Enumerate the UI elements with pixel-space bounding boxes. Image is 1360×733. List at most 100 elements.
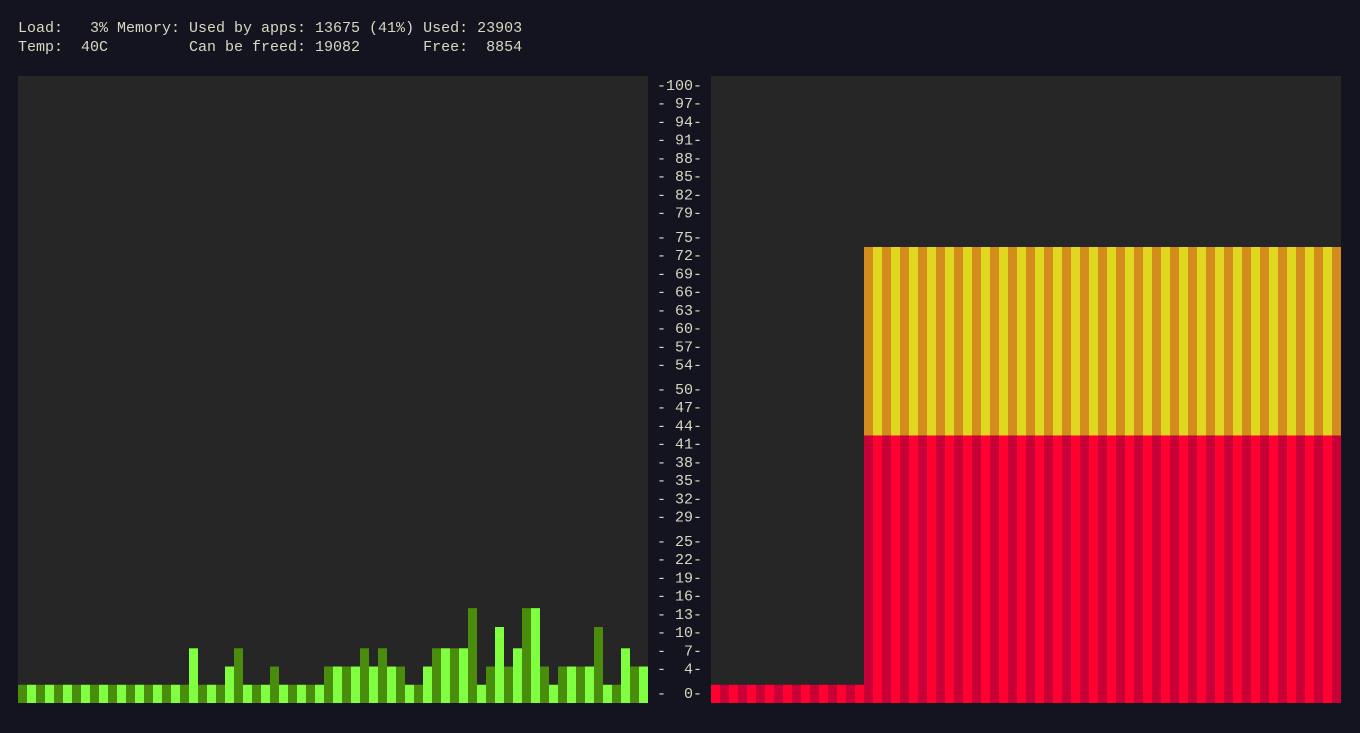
bar-segment: [909, 435, 918, 703]
bar-segment: [1224, 435, 1233, 703]
bar: [261, 684, 270, 703]
bar: [234, 648, 243, 703]
bar-segment: [1206, 247, 1215, 436]
bar: [162, 684, 171, 703]
bar-segment: [864, 247, 873, 436]
bar: [225, 666, 234, 703]
header-line: Load: 3% Memory: Used by apps: 13675 (41…: [18, 20, 522, 37]
bar: [477, 684, 486, 703]
bar-segment: [927, 247, 936, 436]
bar: [270, 666, 279, 703]
y-tick-label: - 69-: [657, 266, 702, 283]
bar-segment: [900, 435, 909, 703]
y-tick-label: - 79-: [657, 206, 702, 223]
bar: [153, 684, 162, 703]
bar-segment: [747, 684, 756, 703]
bar-segment: [1053, 247, 1062, 436]
bar-segment: [1251, 247, 1260, 436]
bar: [459, 648, 468, 703]
bar-segment: [1233, 435, 1242, 703]
bar-segment: [1026, 435, 1035, 703]
bar-segment: [873, 435, 882, 703]
bar: [27, 684, 36, 703]
y-tick-label: - 22-: [657, 552, 702, 569]
bar-segment: [720, 684, 729, 703]
bar-segment: [1143, 435, 1152, 703]
bar: [558, 666, 567, 703]
bar: [315, 684, 324, 703]
bar-segment: [1035, 247, 1044, 436]
bar: [81, 684, 90, 703]
bar-segment: [1215, 435, 1224, 703]
bar-segment: [954, 435, 963, 703]
bar-segment: [1044, 247, 1053, 436]
bar-segment: [1215, 247, 1224, 436]
bar: [351, 666, 360, 703]
bar-segment: [1125, 247, 1134, 436]
bar-segment: [909, 247, 918, 436]
bar: [387, 666, 396, 703]
bar: [324, 666, 333, 703]
bar-segment: [819, 684, 828, 703]
bar-segment: [1260, 435, 1269, 703]
bar-segment: [1008, 435, 1017, 703]
bar: [639, 666, 648, 703]
header-line: Temp: 40C Can be freed: 19082 Free: 8854: [18, 39, 522, 56]
bar: [99, 684, 108, 703]
bar-segment: [873, 247, 882, 436]
bar-segment: [891, 435, 900, 703]
bar: [585, 666, 594, 703]
y-tick-label: - 91-: [657, 133, 702, 150]
y-tick-label: - 13-: [657, 607, 702, 624]
bar-segment: [1332, 247, 1341, 436]
y-tick-label: - 66-: [657, 285, 702, 302]
bar-segment: [1242, 247, 1251, 436]
y-tick-label: - 38-: [657, 455, 702, 472]
bar: [342, 666, 351, 703]
bar-segment: [936, 247, 945, 436]
bar-segment: [1017, 435, 1026, 703]
bar: [612, 684, 621, 703]
bar-segment: [1125, 435, 1134, 703]
y-tick-label: - 47-: [657, 400, 702, 417]
bar-segment: [1026, 247, 1035, 436]
bar-segment: [918, 435, 927, 703]
bar-segment: [1116, 247, 1125, 436]
bar-segment: [1071, 247, 1080, 436]
bar: [414, 684, 423, 703]
bar-segment: [1224, 247, 1233, 436]
bar-segment: [1071, 435, 1080, 703]
bar: [252, 684, 261, 703]
y-tick-label: - 82-: [657, 187, 702, 204]
bar-segment: [1134, 247, 1143, 436]
bar-segment: [1233, 247, 1242, 436]
bar-segment: [783, 684, 792, 703]
bar-segment: [945, 435, 954, 703]
bar-segment: [864, 435, 873, 703]
y-tick-label: -100-: [657, 78, 702, 95]
bar-segment: [711, 684, 720, 703]
bar-segment: [972, 435, 981, 703]
bar-segment: [1080, 435, 1089, 703]
bar: [576, 666, 585, 703]
y-tick-label: - 72-: [657, 248, 702, 265]
bar-segment: [1188, 435, 1197, 703]
bar-segment: [1269, 435, 1278, 703]
bar-segment: [900, 247, 909, 436]
y-tick-label: - 29-: [657, 510, 702, 527]
bar-segment: [1152, 247, 1161, 436]
bar-segment: [954, 247, 963, 436]
bar-segment: [756, 684, 765, 703]
bar-segment: [801, 684, 810, 703]
bar-segment: [1152, 435, 1161, 703]
bar-segment: [882, 247, 891, 436]
bar-segment: [738, 684, 747, 703]
bar-segment: [828, 684, 837, 703]
bar-segment: [1287, 247, 1296, 436]
bar-segment: [927, 435, 936, 703]
bar: [504, 666, 513, 703]
bar: [369, 666, 378, 703]
bar-segment: [837, 684, 846, 703]
bar-segment: [765, 684, 774, 703]
